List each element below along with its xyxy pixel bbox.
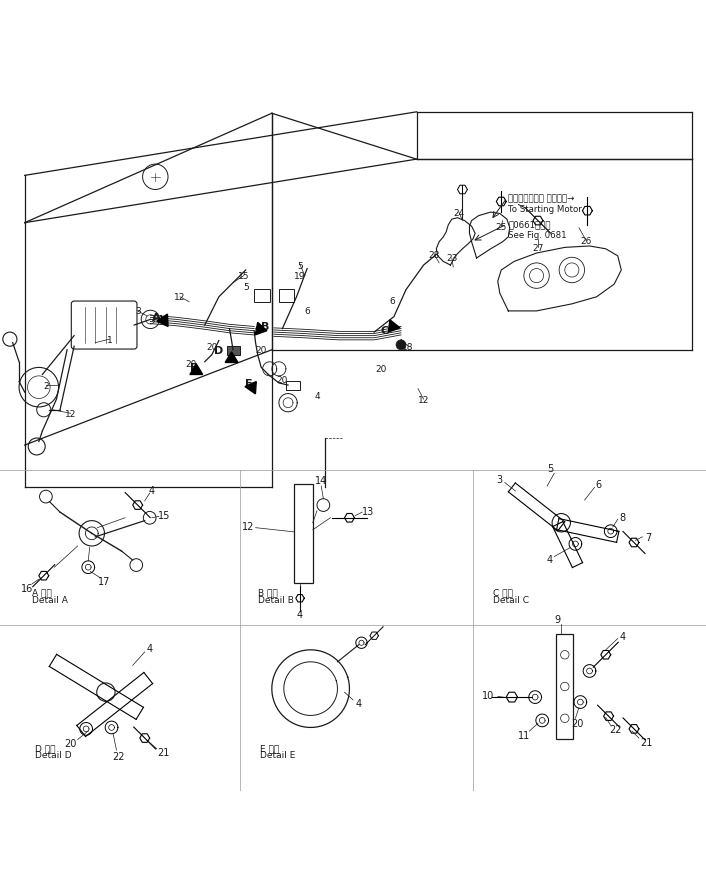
Text: 7: 7 [645, 532, 651, 542]
Text: 23: 23 [446, 254, 457, 263]
Text: 15: 15 [157, 510, 170, 520]
Text: To Starting Motor: To Starting Motor [508, 205, 582, 214]
Text: 第0661図参照: 第0661図参照 [508, 220, 551, 229]
Text: 20: 20 [256, 346, 267, 355]
Text: 19: 19 [294, 272, 306, 281]
Text: 20: 20 [206, 342, 217, 352]
Text: Detail D: Detail D [35, 750, 72, 759]
FancyBboxPatch shape [227, 346, 240, 355]
Text: E 詳細: E 詳細 [260, 743, 279, 752]
Text: 18: 18 [402, 342, 414, 352]
Text: 20: 20 [571, 718, 584, 729]
Text: 4: 4 [315, 392, 321, 401]
Text: E: E [191, 363, 198, 373]
Text: Detail E: Detail E [260, 750, 295, 759]
Polygon shape [256, 323, 267, 336]
Text: 20: 20 [64, 738, 77, 748]
Text: 12: 12 [418, 396, 429, 404]
Text: 4: 4 [297, 610, 303, 620]
Text: 11: 11 [517, 730, 530, 739]
Text: スターティング モーター→: スターティング モーター→ [508, 194, 575, 203]
Text: 24: 24 [453, 209, 465, 217]
Text: Detail B: Detail B [258, 595, 294, 604]
Text: 5: 5 [297, 261, 303, 270]
Polygon shape [225, 353, 238, 363]
Circle shape [396, 340, 406, 350]
Text: 2: 2 [43, 381, 49, 390]
Text: 5: 5 [243, 282, 249, 291]
Text: 5: 5 [548, 463, 554, 473]
Text: 28: 28 [429, 251, 440, 260]
Text: 8: 8 [620, 512, 626, 523]
Text: 27: 27 [532, 244, 544, 253]
Text: 3: 3 [135, 307, 140, 316]
Polygon shape [388, 320, 400, 332]
Text: 13: 13 [362, 506, 375, 517]
Text: 12: 12 [174, 293, 186, 302]
Text: 4: 4 [147, 644, 152, 653]
Text: 15: 15 [238, 272, 249, 281]
Text: C 詳細: C 詳細 [493, 588, 513, 597]
Text: 20: 20 [376, 365, 387, 374]
Text: 21: 21 [640, 737, 652, 746]
Text: 21: 21 [157, 747, 170, 758]
Text: 6: 6 [389, 296, 395, 305]
Text: 12: 12 [242, 522, 255, 531]
Text: B 詳細: B 詳細 [258, 588, 277, 597]
Text: 17: 17 [98, 577, 111, 587]
Text: 14: 14 [315, 476, 328, 486]
Text: D 詳細: D 詳細 [35, 743, 56, 752]
Text: 4: 4 [620, 631, 626, 641]
Text: Detail C: Detail C [493, 595, 529, 604]
Text: 4: 4 [356, 698, 361, 708]
Polygon shape [157, 315, 168, 327]
Text: C: C [381, 325, 389, 336]
Text: 4: 4 [546, 555, 552, 565]
Polygon shape [245, 382, 256, 395]
Text: 25: 25 [496, 223, 507, 232]
Text: 12: 12 [65, 410, 76, 418]
Text: 22: 22 [112, 751, 125, 761]
Text: 9: 9 [555, 615, 561, 624]
Polygon shape [190, 365, 203, 375]
Text: 1: 1 [107, 335, 112, 345]
Text: 3: 3 [497, 474, 503, 484]
Text: 10: 10 [482, 690, 495, 700]
Text: 22: 22 [609, 724, 622, 734]
Text: 20: 20 [277, 375, 288, 384]
Text: 16: 16 [20, 584, 33, 594]
Text: 6: 6 [304, 307, 310, 316]
Text: 26: 26 [580, 237, 592, 246]
Text: Detail A: Detail A [32, 595, 68, 604]
Text: B: B [261, 322, 269, 332]
Text: F: F [246, 379, 253, 389]
Text: A: A [152, 312, 161, 322]
Text: D: D [214, 346, 224, 355]
Text: A 詳細: A 詳細 [32, 588, 52, 597]
Text: 4: 4 [149, 485, 155, 495]
Text: See Fig. 0681: See Fig. 0681 [508, 231, 567, 240]
Text: 6: 6 [596, 480, 602, 489]
Text: 20: 20 [185, 360, 196, 369]
